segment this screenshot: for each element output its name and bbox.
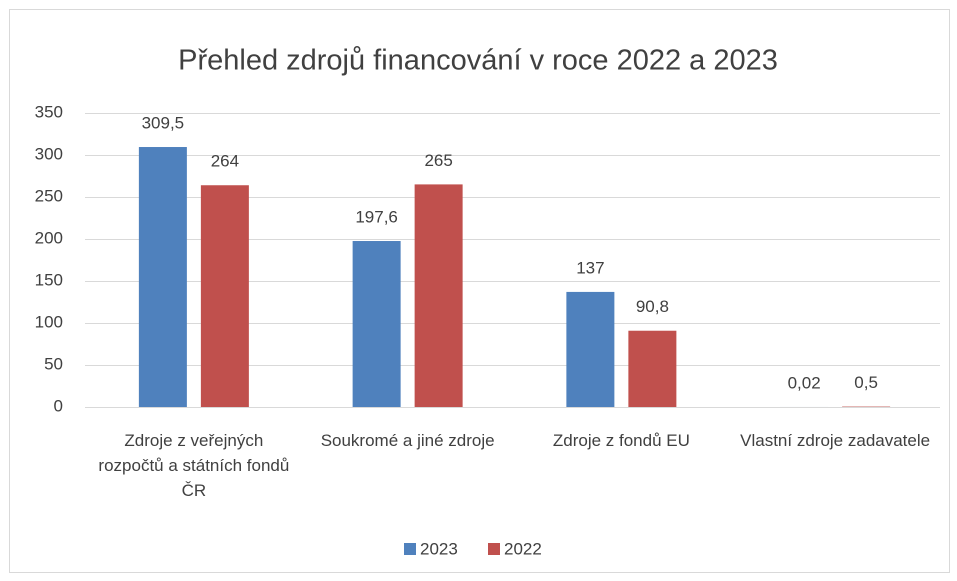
bar [352,241,401,407]
data-label: 197,6 [355,208,398,227]
data-label: 309,5 [142,114,185,133]
x-tick-label: Soukromé a jiné zdroje [320,431,495,450]
y-tick-label: 300 [35,144,63,163]
y-tick-label: 50 [44,354,63,373]
y-tick-label: 200 [35,228,63,247]
legend-swatch [404,543,416,555]
bar [138,147,187,407]
x-tick-label: Zdroje z fondů EU [552,431,690,450]
bar [414,184,463,407]
legend-label: 2023 [420,539,458,558]
data-label: 0,02 [788,373,821,392]
data-label: 264 [211,152,239,171]
y-tick-label: 250 [35,186,63,205]
legend-swatch [488,543,500,555]
y-tick-label: 0 [54,396,63,415]
data-label: 137 [576,258,604,277]
y-tick-label: 350 [35,102,63,121]
bar [200,185,249,407]
data-label: 90,8 [636,297,669,316]
x-tick-label: Vlastní zdroje zadavatele [740,431,931,450]
bar [566,291,615,407]
legend-label: 2022 [504,539,542,558]
x-tick-label: Zdroje z veřejných rozpočtů a státních f… [98,431,290,500]
data-label: 265 [424,151,452,170]
y-tick-label: 100 [35,312,63,331]
y-tick-label: 150 [35,270,63,289]
bar [628,330,677,407]
data-label: 0,5 [854,373,878,392]
chart-title: Přehled zdrojů financování v roce 2022 a… [178,45,778,77]
